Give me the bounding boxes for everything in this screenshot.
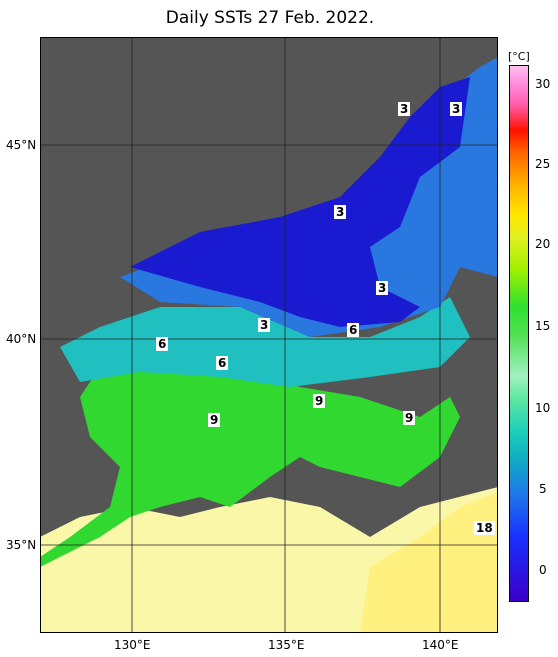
map-title: Daily SSTs 27 Feb. 2022. <box>165 8 375 28</box>
cyan-sea-region <box>60 297 470 387</box>
lat-label-35: 35°N <box>6 538 37 552</box>
lat-label-45: 45°N <box>6 138 37 152</box>
contour-label: 3 <box>450 102 463 116</box>
colorbar-tick: 5 <box>539 482 547 496</box>
contour-label: 3 <box>258 318 271 332</box>
contour-label: 6 <box>347 323 360 337</box>
colorbar-unit: [°C] <box>508 50 530 63</box>
contour-label: 3 <box>398 102 411 116</box>
contour-label: 6 <box>156 337 169 351</box>
colorbar-tick: 20 <box>535 237 551 251</box>
colorbar-tick: 25 <box>535 157 551 171</box>
green-sea-region <box>40 357 460 567</box>
lon-label-140: 140°E <box>422 638 459 652</box>
contour-label: 3 <box>376 281 389 295</box>
lat-label-40: 40°N <box>6 332 37 346</box>
colorbar <box>509 65 529 602</box>
colorbar-tick: 30 <box>535 77 551 91</box>
warm-pacific-region <box>360 492 498 633</box>
sst-map <box>40 37 498 633</box>
lon-label-135: 135°E <box>268 638 305 652</box>
contour-label: 9 <box>313 394 326 408</box>
contour-label: 18 <box>474 521 495 535</box>
map-frame <box>40 37 498 633</box>
contour-label: 6 <box>216 356 229 370</box>
colorbar-tick: 0 <box>539 563 547 577</box>
coldest-sea-region <box>130 77 470 327</box>
colorbar-tick: 15 <box>535 319 551 333</box>
contour-label: 9 <box>208 413 221 427</box>
colorbar-tick: 10 <box>535 401 551 415</box>
contour-label: 3 <box>334 205 347 219</box>
lon-label-130: 130°E <box>114 638 151 652</box>
contour-label: 9 <box>403 411 416 425</box>
